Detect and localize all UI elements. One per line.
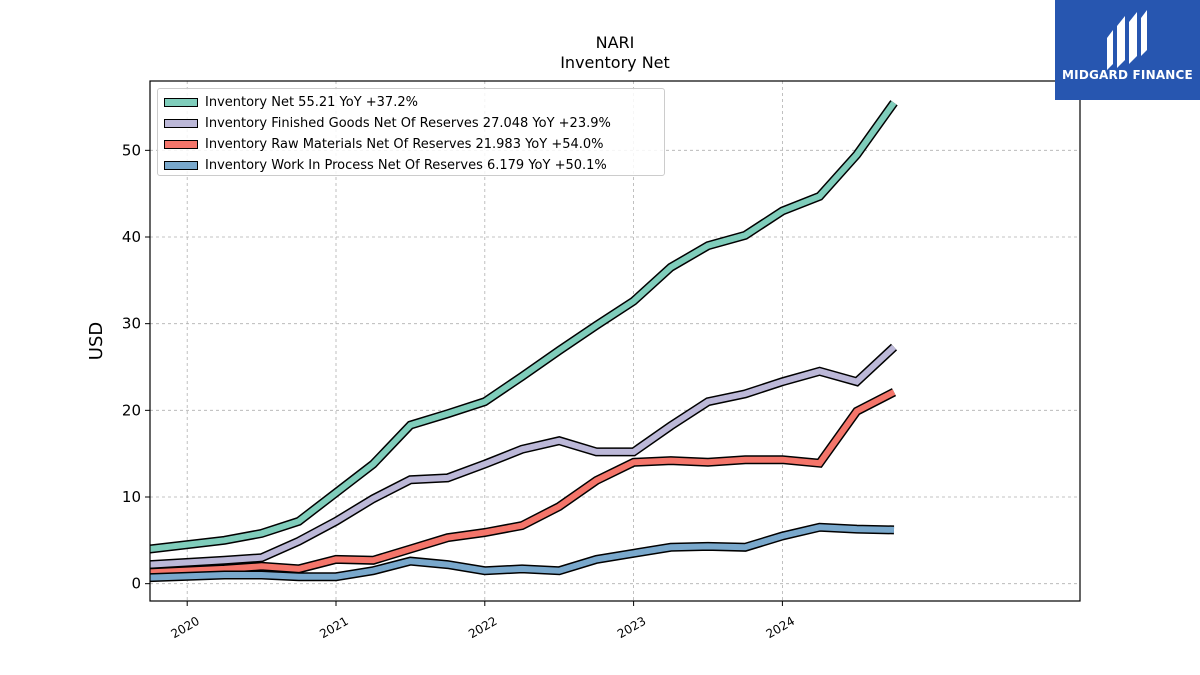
legend-item: Inventory Finished Goods Net Of Reserves…: [164, 113, 658, 134]
chart-subtitle: Inventory Net: [560, 53, 670, 72]
legend-swatch: [164, 98, 198, 107]
brand-logo: MIDGARD FINANCE: [1055, 0, 1200, 100]
series-line: [149, 522, 895, 583]
x-tick-label: 2020: [168, 614, 201, 641]
legend-label: Inventory Work In Process Net Of Reserve…: [205, 158, 607, 173]
series-line: [149, 100, 898, 554]
x-tick-label: 2021: [317, 614, 350, 641]
legend-item: Inventory Work In Process Net Of Reserve…: [164, 155, 658, 176]
y-tick-label: 10: [122, 488, 141, 506]
x-tick-label: 2022: [466, 614, 499, 641]
legend-swatch: [164, 119, 198, 128]
y-tick-label: 20: [122, 401, 141, 419]
series-stroke: [149, 344, 897, 568]
series-line: [149, 388, 897, 577]
brand-name: MIDGARD FINANCE: [1062, 68, 1193, 82]
legend-item: Inventory Raw Materials Net Of Reserves …: [164, 134, 658, 155]
legend-label: Inventory Net 55.21 YoY +37.2%: [205, 95, 418, 110]
series-stroke: [149, 100, 897, 552]
series-lines: [149, 100, 898, 583]
legend-item: Inventory Net 55.21 YoY +37.2%: [164, 92, 658, 113]
x-tick-label: 2024: [764, 614, 797, 641]
legend-swatch: [164, 140, 198, 149]
series-line: [149, 343, 898, 570]
legend: Inventory Net 55.21 YoY +37.2% Inventory…: [157, 88, 665, 176]
series-stroke: [149, 389, 896, 576]
plot-frame: [149, 80, 1081, 602]
legend-label: Inventory Finished Goods Net Of Reserves…: [205, 116, 611, 131]
y-axis: 0 10 20 30 40 50: [122, 141, 150, 593]
x-tick-label: 2023: [615, 614, 648, 641]
grid: [150, 81, 1080, 601]
series-stroke: [149, 524, 895, 581]
y-tick-label: 0: [131, 575, 141, 593]
x-axis: 2020 2021 2022 2023 2024: [168, 601, 797, 641]
legend-label: Inventory Raw Materials Net Of Reserves …: [205, 137, 604, 152]
y-tick-label: 50: [122, 141, 141, 159]
y-tick-label: 30: [122, 315, 141, 333]
y-tick-label: 40: [122, 228, 141, 246]
chart-title: NARI: [596, 33, 635, 52]
logo-mark-icon: [1107, 10, 1147, 70]
legend-swatch: [164, 161, 198, 170]
y-axis-label: USD: [86, 322, 107, 360]
